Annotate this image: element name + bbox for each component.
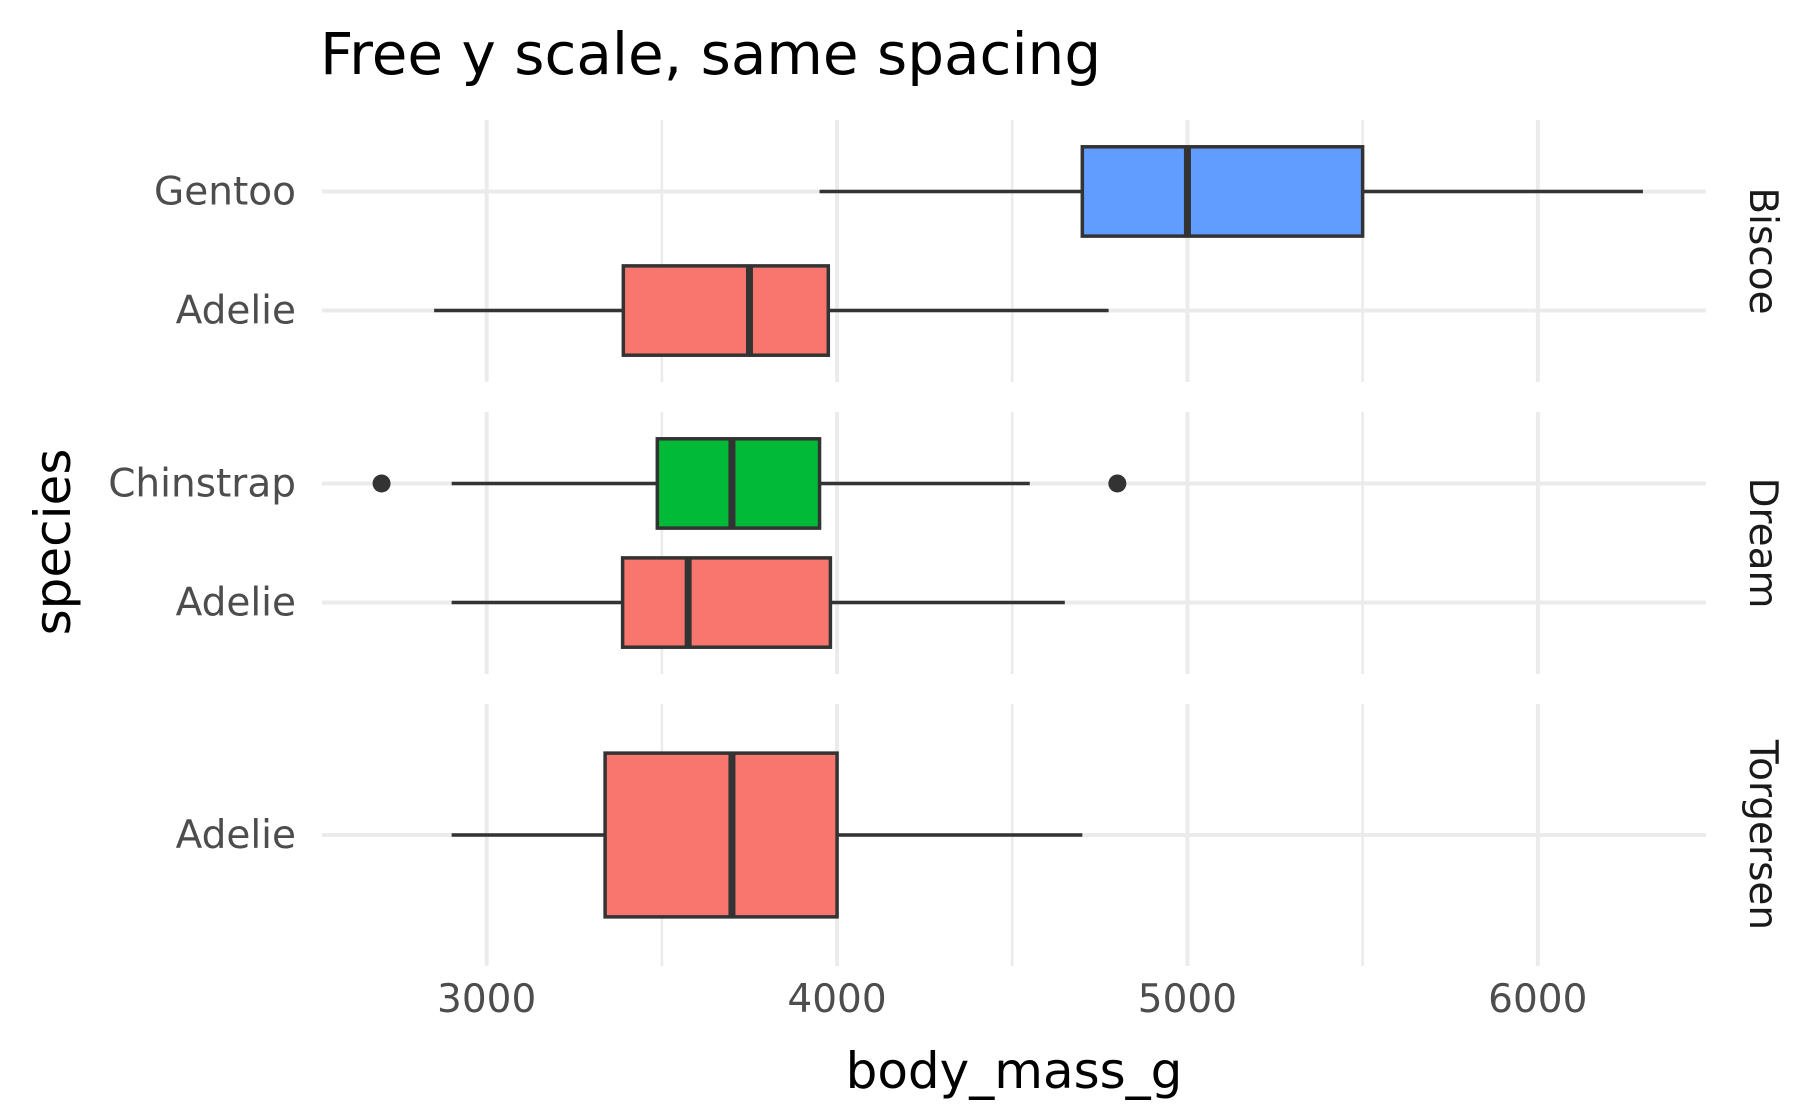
outlier-point (1108, 474, 1127, 493)
box-iqr (1080, 145, 1365, 238)
box-biscoe-gentoo (819, 145, 1643, 238)
y-tick-label-adelie: Adelie (176, 581, 296, 626)
y-tick-label-chinstrap: Chinstrap (108, 461, 296, 506)
box-dream-adelie (451, 556, 1065, 649)
marks-layer (372, 145, 1643, 919)
x-tick-label: 4000 (787, 977, 886, 1022)
y-tick-label-adelie: Adelie (176, 813, 296, 858)
y-tick-label-adelie: Adelie (176, 289, 296, 334)
box-biscoe-adelie (434, 264, 1109, 357)
x-tick-label: 5000 (1138, 977, 1237, 1022)
x-axis-title: body_mass_g (846, 1042, 1183, 1100)
facet-strip-label-torgersen: Torgersen (1740, 739, 1785, 930)
box-torgersen-adelie (451, 751, 1083, 919)
facet-strip-label-biscoe: Biscoe (1740, 187, 1785, 314)
chart-title: Free y scale, same spacing (320, 20, 1101, 88)
box-iqr (655, 437, 822, 530)
box-iqr (603, 751, 839, 919)
box-dream-chinstrap (372, 437, 1127, 530)
box-iqr (620, 556, 833, 649)
facet-strip-label-dream: Dream (1740, 477, 1785, 608)
labels-layer: 3000 4000 5000 6000 Adelie Gentoo Biscoe Adelie… (108, 169, 1785, 1022)
outlier-point (372, 474, 391, 493)
box-iqr (621, 264, 831, 357)
x-tick-label: 3000 (437, 977, 536, 1022)
x-tick-label: 6000 (1488, 977, 1587, 1022)
grid-layer (322, 120, 1706, 966)
y-axis-title: species (24, 449, 82, 636)
y-tick-label-gentoo: Gentoo (154, 169, 296, 214)
